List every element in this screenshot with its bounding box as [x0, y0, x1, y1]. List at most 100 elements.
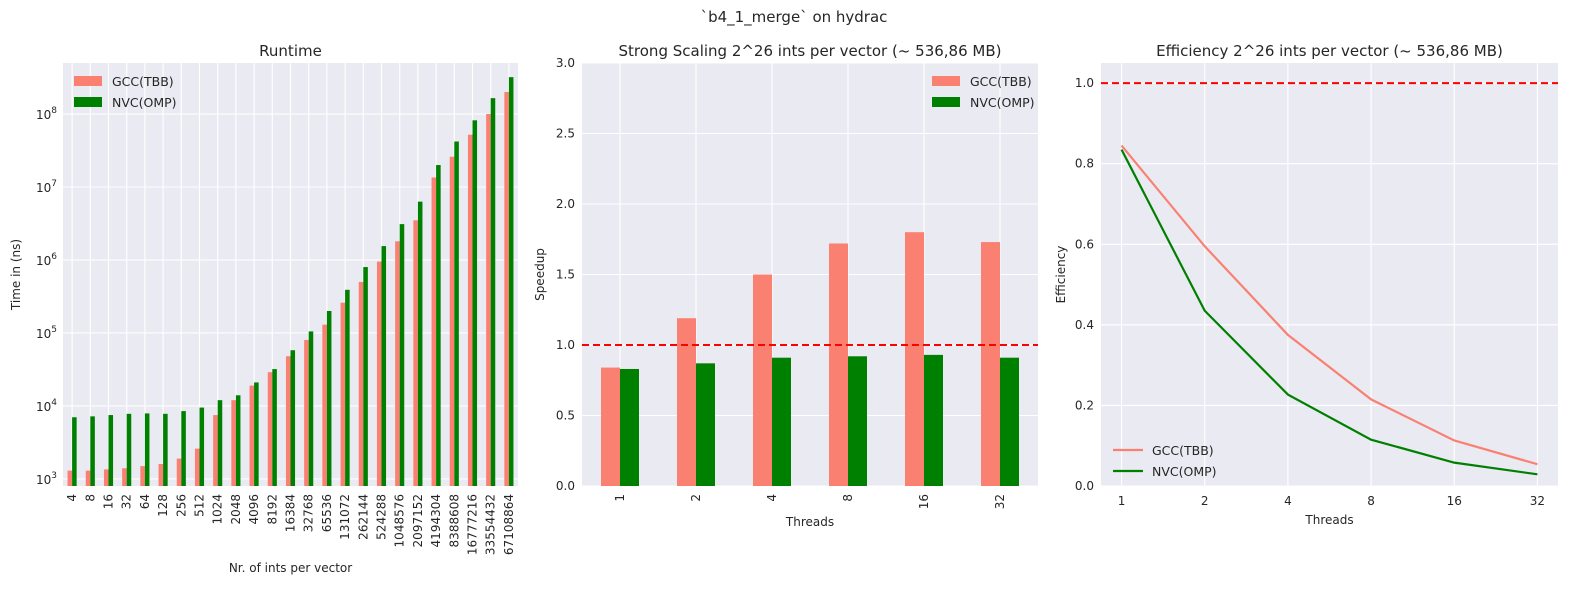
bar-gcc: [358, 281, 364, 486]
bar-nvc: [235, 395, 241, 486]
bar-nvc: [326, 310, 332, 486]
bar-gcc: [753, 274, 772, 486]
x-tick-label: 4: [765, 494, 779, 502]
y-tick-label: 2.5: [556, 127, 575, 141]
bar-nvc: [1000, 357, 1019, 486]
y-tick-label: 3.0: [556, 56, 575, 70]
bar-gcc: [103, 469, 109, 486]
x-tick-label: 4: [65, 494, 79, 502]
bar-nvc: [772, 357, 791, 486]
legend-label: NVC(OMP): [112, 95, 177, 110]
x-tick-label: 512: [193, 494, 207, 517]
legend-label: GCC(TBB): [970, 74, 1032, 89]
y-tick-base: 10: [36, 473, 51, 487]
y-axis-label: Speedup: [533, 248, 547, 301]
bar-gcc: [194, 448, 200, 486]
bar-nvc: [108, 415, 114, 486]
x-tick-label: 8: [83, 494, 97, 502]
bar-gcc: [340, 302, 346, 486]
y-axis-label: Efficiency: [1054, 246, 1068, 304]
legend-label: NVC(OMP): [1152, 464, 1217, 479]
bar-nvc: [72, 417, 77, 486]
x-tick-label: 2: [1201, 494, 1209, 508]
bar-gcc: [213, 415, 218, 486]
bar-nvc: [848, 356, 867, 486]
y-tick-label: 0.2: [1075, 398, 1094, 412]
line-nvc: [1120, 149, 1538, 476]
x-tick-label: 1: [1118, 494, 1126, 508]
bar-gcc: [122, 468, 127, 486]
y-tick-exponent: 4: [51, 398, 57, 408]
bar-gcc: [85, 470, 91, 486]
bar-gcc: [905, 232, 924, 486]
bar-nvc: [696, 363, 715, 486]
y-tick-label: 105: [36, 325, 57, 341]
bar-gcc: [601, 367, 620, 486]
y-tick-base: 10: [36, 254, 51, 268]
bar-gcc: [504, 92, 509, 486]
x-tick-label: 16777216: [466, 494, 480, 555]
y-tick-label: 0.0: [556, 479, 575, 493]
bar-gcc: [413, 220, 418, 487]
efficiency-chart: 0.0 0.2 0.4 0.6 0.8 1.0 1 2 4 8 16 32 Efficiency 2^2…: [1054, 42, 1558, 527]
x-tick-label: 2: [689, 494, 703, 502]
x-tick-label: 8: [841, 494, 855, 502]
x-tick-label: 2097152: [411, 494, 425, 547]
x-tick-label: 262144: [356, 494, 370, 540]
bar-nvc: [308, 331, 314, 486]
y-tick-label: 106: [36, 252, 57, 268]
y-tick-label: 104: [36, 398, 57, 414]
x-tick-label: 4194304: [429, 494, 443, 547]
x-tick-label: 4096: [247, 494, 261, 525]
x-tick-label: 32768: [302, 494, 316, 532]
bar-gcc: [231, 400, 236, 486]
bar-gcc: [322, 324, 327, 486]
x-axis-label: Threads: [785, 515, 834, 529]
legend-swatch: [74, 76, 102, 86]
x-tick-label: 8192: [265, 494, 279, 525]
y-tick-exponent: 5: [51, 325, 57, 335]
x-tick-label: 16384: [284, 494, 298, 532]
y-tick-base: 10: [36, 400, 51, 414]
y-tick-label: 0.8: [1075, 157, 1094, 171]
legend-swatch: [932, 97, 960, 107]
bar-gcc: [267, 372, 273, 486]
chart-title: Runtime: [259, 42, 322, 60]
bar-nvc: [254, 382, 259, 486]
y-tick-label: 103: [36, 471, 57, 487]
x-tick-label: 128: [156, 494, 170, 517]
x-tick-label: 32: [120, 494, 134, 509]
bar-nvc: [181, 411, 186, 486]
y-tick-label: 0.4: [1075, 318, 1094, 332]
chart-title: Strong Scaling 2^26 ints per vector (~ 5…: [619, 42, 1002, 60]
y-tick-label: 1.0: [556, 338, 575, 352]
bar-gcc: [249, 385, 255, 486]
x-tick-label: 33554432: [484, 494, 498, 555]
x-tick-label: 65536: [320, 494, 334, 532]
x-tick-label: 32: [1530, 494, 1545, 508]
x-tick-label: 64: [138, 494, 152, 509]
bar-nvc: [290, 350, 296, 486]
x-axis-label: Threads: [1304, 513, 1353, 527]
bar-gcc: [829, 243, 848, 486]
x-tick-label: 131072: [338, 494, 352, 540]
bar-nvc: [381, 246, 387, 486]
plot-background: [1101, 63, 1558, 486]
bar-nvc: [217, 400, 223, 486]
x-tick-label: 67108864: [502, 494, 516, 555]
x-axis-label: Nr. of ints per vector: [229, 561, 352, 575]
bar-nvc: [163, 413, 168, 486]
bar-gcc: [376, 261, 382, 486]
bar-gcc: [285, 356, 291, 486]
bar-gcc: [449, 156, 455, 486]
y-tick-exponent: 8: [51, 106, 57, 116]
x-tick-label: 256: [174, 494, 188, 517]
bar-gcc: [140, 466, 145, 486]
x-tick-label: 1: [613, 494, 627, 502]
x-tick-label: 16: [102, 494, 116, 509]
bar-nvc: [144, 413, 150, 486]
x-tick-label: 32: [993, 494, 1007, 509]
bar-nvc: [363, 267, 368, 486]
y-tick-exponent: 6: [51, 252, 57, 262]
y-tick-exponent: 3: [51, 471, 57, 481]
